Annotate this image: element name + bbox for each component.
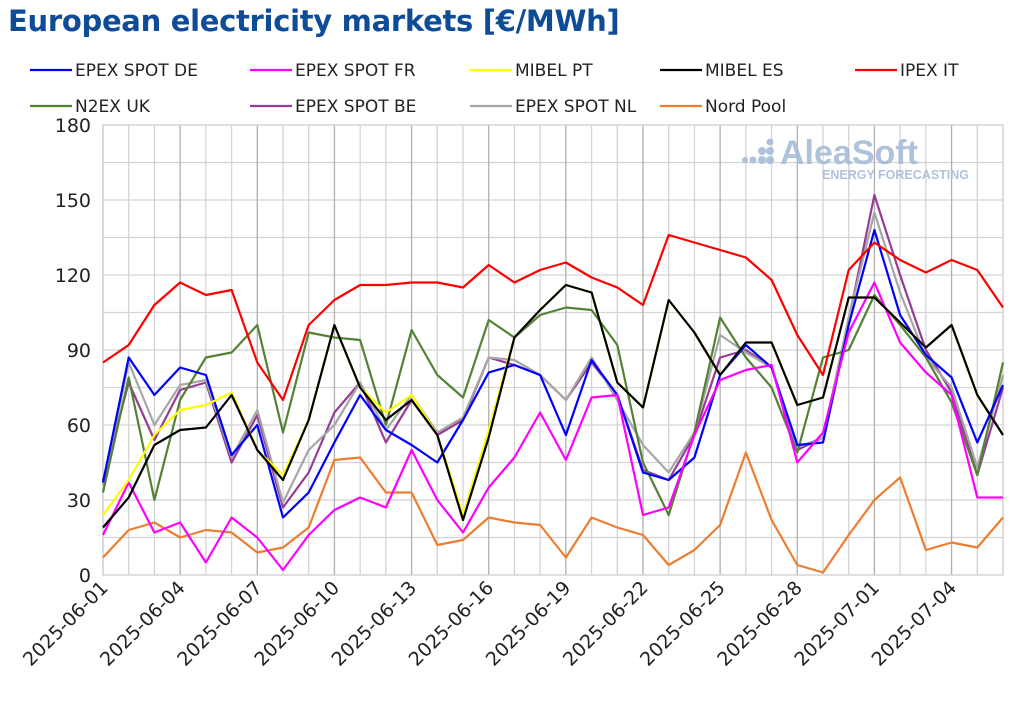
series-line-epex-spot-de — [101, 228, 1005, 519]
series-line-epex-spot-fr — [102, 281, 1003, 572]
y-tick-label: 90 — [67, 340, 91, 362]
legend-item: IPEX IT — [855, 61, 959, 81]
series-line-ipex-it — [102, 233, 1004, 402]
series-line-mibel-es — [102, 283, 1004, 529]
legend-label: IPEX IT — [900, 61, 959, 81]
logo-tagline: ENERGY FORECASTING — [822, 168, 969, 182]
logo-name: AleaSoft — [780, 134, 918, 172]
y-tick-label: 0 — [79, 565, 91, 587]
legend-item: EPEX SPOT BE — [250, 97, 416, 117]
y-tick-label: 30 — [67, 490, 91, 512]
series-line-nord-pool — [102, 451, 1004, 574]
series-line-epex-spot-nl — [101, 211, 1005, 504]
legend-item: MIBEL PT — [470, 61, 593, 81]
legend-label: MIBEL ES — [705, 61, 784, 81]
legend-label: EPEX SPOT FR — [295, 61, 416, 81]
legend-item: EPEX SPOT FR — [250, 61, 416, 81]
legend: EPEX SPOT DE EPEX SPOT FR MIBEL PT MIBEL ES… — [30, 61, 959, 117]
y-axis-ticks: 0 30 60 90 120 150 180 — [55, 115, 91, 587]
y-tick-label: 180 — [55, 115, 91, 137]
legend-label: Nord Pool — [705, 97, 786, 117]
legend-label: EPEX SPOT NL — [515, 97, 637, 117]
x-axis-ticks: 2025-06-012025-06-042025-06-072025-06-10… — [19, 577, 961, 671]
y-tick-label: 60 — [67, 415, 91, 437]
y-tick-label: 150 — [55, 190, 91, 212]
legend-item: Nord Pool — [660, 97, 786, 117]
chart-title: European electricity markets [€/MWh] — [8, 4, 620, 38]
plot-border — [102, 124, 1004, 576]
series-line-n2ex-uk — [101, 293, 1005, 517]
series-line-mibel-pt — [102, 283, 1004, 517]
legend-label: MIBEL PT — [515, 61, 593, 81]
legend-label: EPEX SPOT DE — [75, 61, 198, 81]
y-tick-label: 120 — [55, 265, 91, 287]
legend-item: N2EX UK — [30, 97, 151, 117]
logo-dots-icon — [742, 138, 774, 164]
legend-item: EPEX SPOT DE — [30, 61, 198, 81]
legend-label: EPEX SPOT BE — [295, 97, 416, 117]
series-lines — [101, 193, 1005, 574]
legend-label: N2EX UK — [75, 97, 151, 117]
legend-item: MIBEL ES — [660, 61, 784, 81]
aleasoft-logo: AleaSoft ENERGY FORECASTING — [742, 134, 969, 182]
legend-item: EPEX SPOT NL — [470, 97, 637, 117]
